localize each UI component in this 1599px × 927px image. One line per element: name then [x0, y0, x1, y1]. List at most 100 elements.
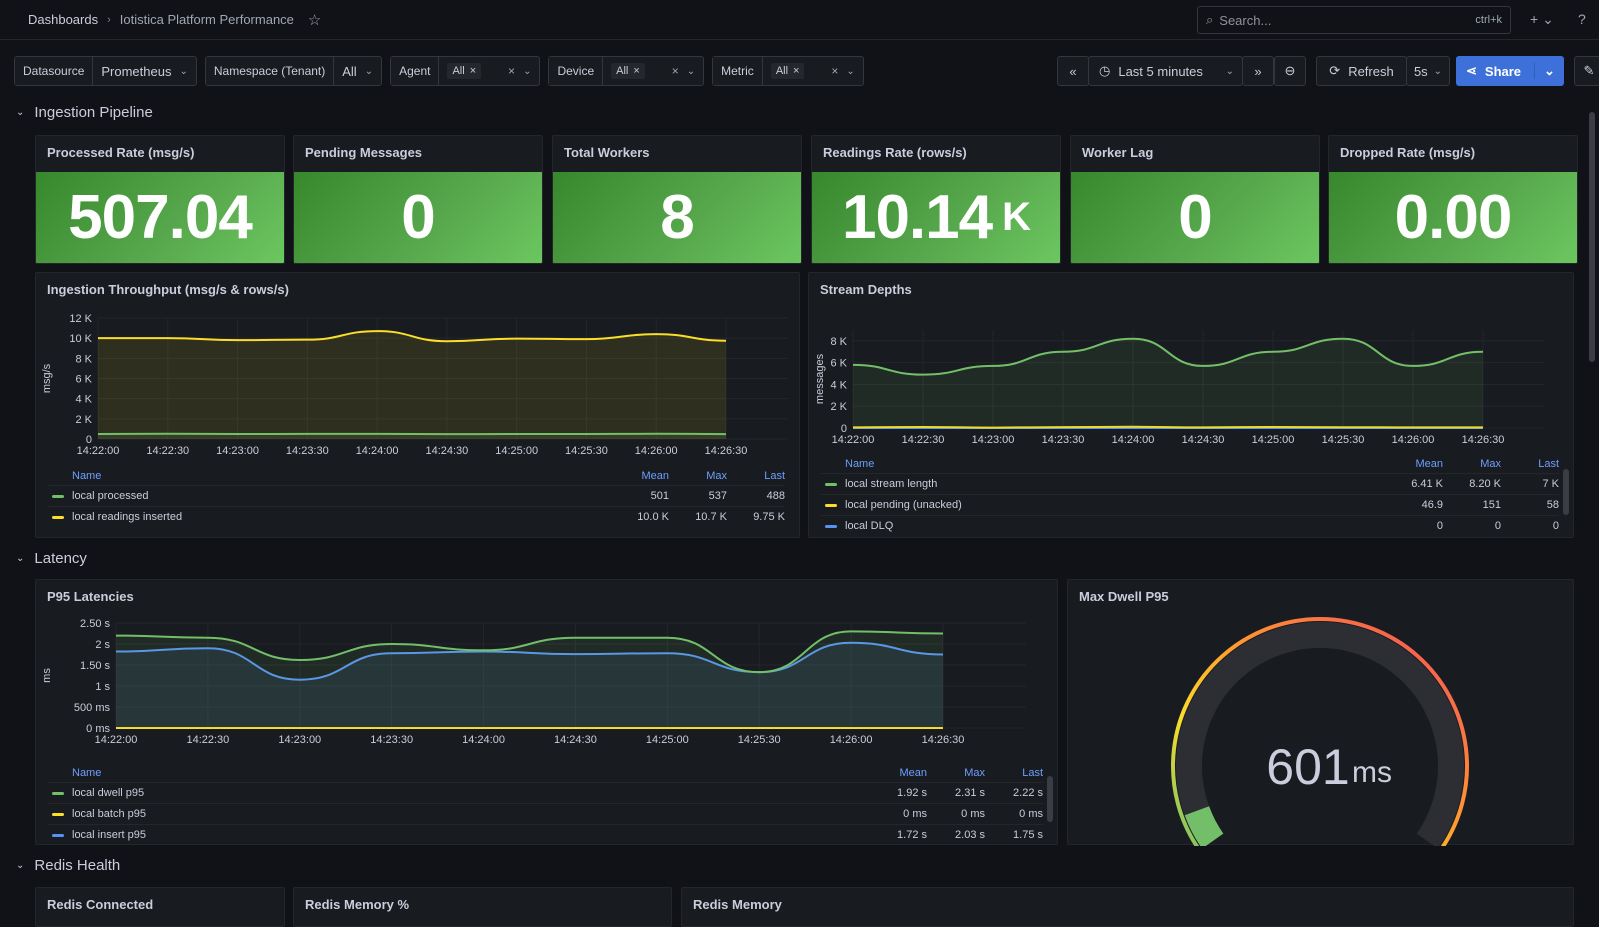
variable-device[interactable]: Device All××⌄: [548, 56, 704, 86]
close-icon[interactable]: ×: [633, 65, 639, 77]
legend-col-last[interactable]: Last: [985, 767, 1043, 779]
legend-col-mean[interactable]: Mean: [869, 767, 927, 779]
legend-mean: 46.9: [1385, 499, 1443, 511]
panel-redis-memory[interactable]: Redis Memory: [681, 887, 1574, 927]
time-back-button[interactable]: «: [1057, 56, 1089, 86]
clock-icon: ◷: [1099, 63, 1110, 79]
x-tick-label: 14:26:30: [1462, 434, 1505, 446]
legend-col-max[interactable]: Max: [927, 767, 985, 779]
close-icon[interactable]: ×: [793, 65, 799, 77]
refresh-button[interactable]: ⟳Refresh: [1316, 56, 1407, 86]
variable-label: Datasource: [15, 57, 93, 85]
zoom-out-button[interactable]: ⊖: [1274, 56, 1306, 86]
stat-panel[interactable]: Dropped Rate (msg/s) 0.00: [1328, 135, 1578, 264]
series-swatch: [825, 525, 837, 528]
variable-chip[interactable]: All×: [771, 63, 805, 79]
x-tick-label: 14:22:30: [146, 445, 189, 457]
chevron-double-right-icon: »: [1254, 64, 1261, 79]
legend-series-name: local insert p95: [72, 829, 869, 841]
x-tick-label: 14:25:30: [1322, 434, 1365, 446]
legend-col-last[interactable]: Last: [727, 470, 785, 482]
stat-panel[interactable]: Worker Lag 0: [1070, 135, 1320, 264]
breadcrumb-dashboards[interactable]: Dashboards: [28, 12, 98, 27]
panel-redis-connected[interactable]: Redis Connected: [35, 887, 285, 927]
edit-button[interactable]: ✎: [1574, 56, 1599, 86]
refresh-interval-picker[interactable]: 5s⌄: [1406, 56, 1450, 86]
stat-value-box: 0.00: [1329, 172, 1577, 263]
x-tick-label: 14:23:00: [278, 734, 321, 746]
chip-label: All: [616, 65, 628, 77]
time-range-picker[interactable]: ◷Last 5 minutes⌄: [1088, 56, 1243, 86]
add-icon[interactable]: + ⌄: [1530, 11, 1554, 28]
x-tick-label: 14:24:00: [462, 734, 505, 746]
legend-last: 58: [1501, 499, 1559, 511]
share-button[interactable]: ⋖ Share ⌄: [1456, 56, 1564, 86]
panel-title: Redis Connected: [47, 897, 153, 912]
x-tick-label: 14:23:00: [216, 445, 259, 457]
x-tick-label: 14:23:30: [370, 734, 413, 746]
legend-scrollbar[interactable]: [1047, 776, 1053, 822]
variable-chip[interactable]: All ×: [611, 63, 645, 79]
panel-title: P95 Latencies: [47, 589, 134, 604]
x-tick-label: 14:25:00: [646, 734, 689, 746]
help-icon[interactable]: ?: [1578, 11, 1586, 27]
refresh-label: Refresh: [1348, 64, 1394, 79]
row-redis-health[interactable]: ⌄ Redis Health: [16, 857, 120, 874]
y-tick-label: 500 ms: [74, 702, 111, 714]
legend-col-mean[interactable]: Mean: [611, 470, 669, 482]
x-tick-label: 14:22:30: [186, 734, 229, 746]
share-dropdown-icon[interactable]: ⌄: [1534, 63, 1564, 79]
legend-scrollbar[interactable]: [1563, 469, 1569, 515]
close-icon[interactable]: ×: [470, 65, 476, 77]
share-label: Share: [1485, 64, 1521, 79]
stat-panel[interactable]: Pending Messages 0: [293, 135, 543, 264]
clear-icon[interactable]: ×: [508, 64, 515, 78]
stat-panel[interactable]: Processed Rate (msg/s) 507.04: [35, 135, 285, 264]
legend-col-name[interactable]: Name: [48, 470, 611, 482]
variable-chip[interactable]: All×: [447, 63, 481, 79]
clear-icon[interactable]: ×: [672, 64, 679, 78]
stat-panel[interactable]: Total Workers 8: [552, 135, 802, 264]
row-ingestion-pipeline[interactable]: ⌄ Ingestion Pipeline: [16, 104, 153, 121]
top-bar: Dashboards › Iotistica Platform Performa…: [0, 0, 1599, 40]
search-input[interactable]: ⌕ Search... ctrl+k: [1197, 6, 1511, 34]
legend-series-name: local processed: [72, 490, 611, 502]
x-tick-label: 14:22:00: [77, 445, 120, 457]
legend-col-max[interactable]: Max: [1443, 458, 1501, 470]
legend-col-max[interactable]: Max: [669, 470, 727, 482]
variable-agent[interactable]: Agent All××⌄: [390, 56, 540, 86]
page-scrollbar[interactable]: [1589, 112, 1595, 362]
row-latency[interactable]: ⌄ Latency: [16, 550, 87, 567]
variable-metric[interactable]: Metric All××⌄: [712, 56, 864, 86]
y-tick-label: 6 K: [75, 374, 92, 386]
panel-redis-memory-percent[interactable]: Redis Memory %: [293, 887, 672, 927]
star-icon[interactable]: ☆: [308, 11, 321, 29]
legend-col-last[interactable]: Last: [1501, 458, 1559, 470]
time-forward-button[interactable]: »: [1242, 56, 1274, 86]
variable-namespace[interactable]: Namespace (Tenant) All⌄: [205, 56, 382, 86]
share-icon: ⋖: [1466, 63, 1477, 79]
legend-col-mean[interactable]: Mean: [1385, 458, 1443, 470]
y-tick-label: 2 s: [95, 639, 110, 651]
legend-col-name[interactable]: Name: [821, 458, 1385, 470]
x-tick-label: 14:26:00: [1392, 434, 1435, 446]
variable-datasource[interactable]: Datasource Prometheus⌄: [14, 56, 197, 86]
clear-icon[interactable]: ×: [831, 64, 838, 78]
legend-col-name[interactable]: Name: [48, 767, 869, 779]
